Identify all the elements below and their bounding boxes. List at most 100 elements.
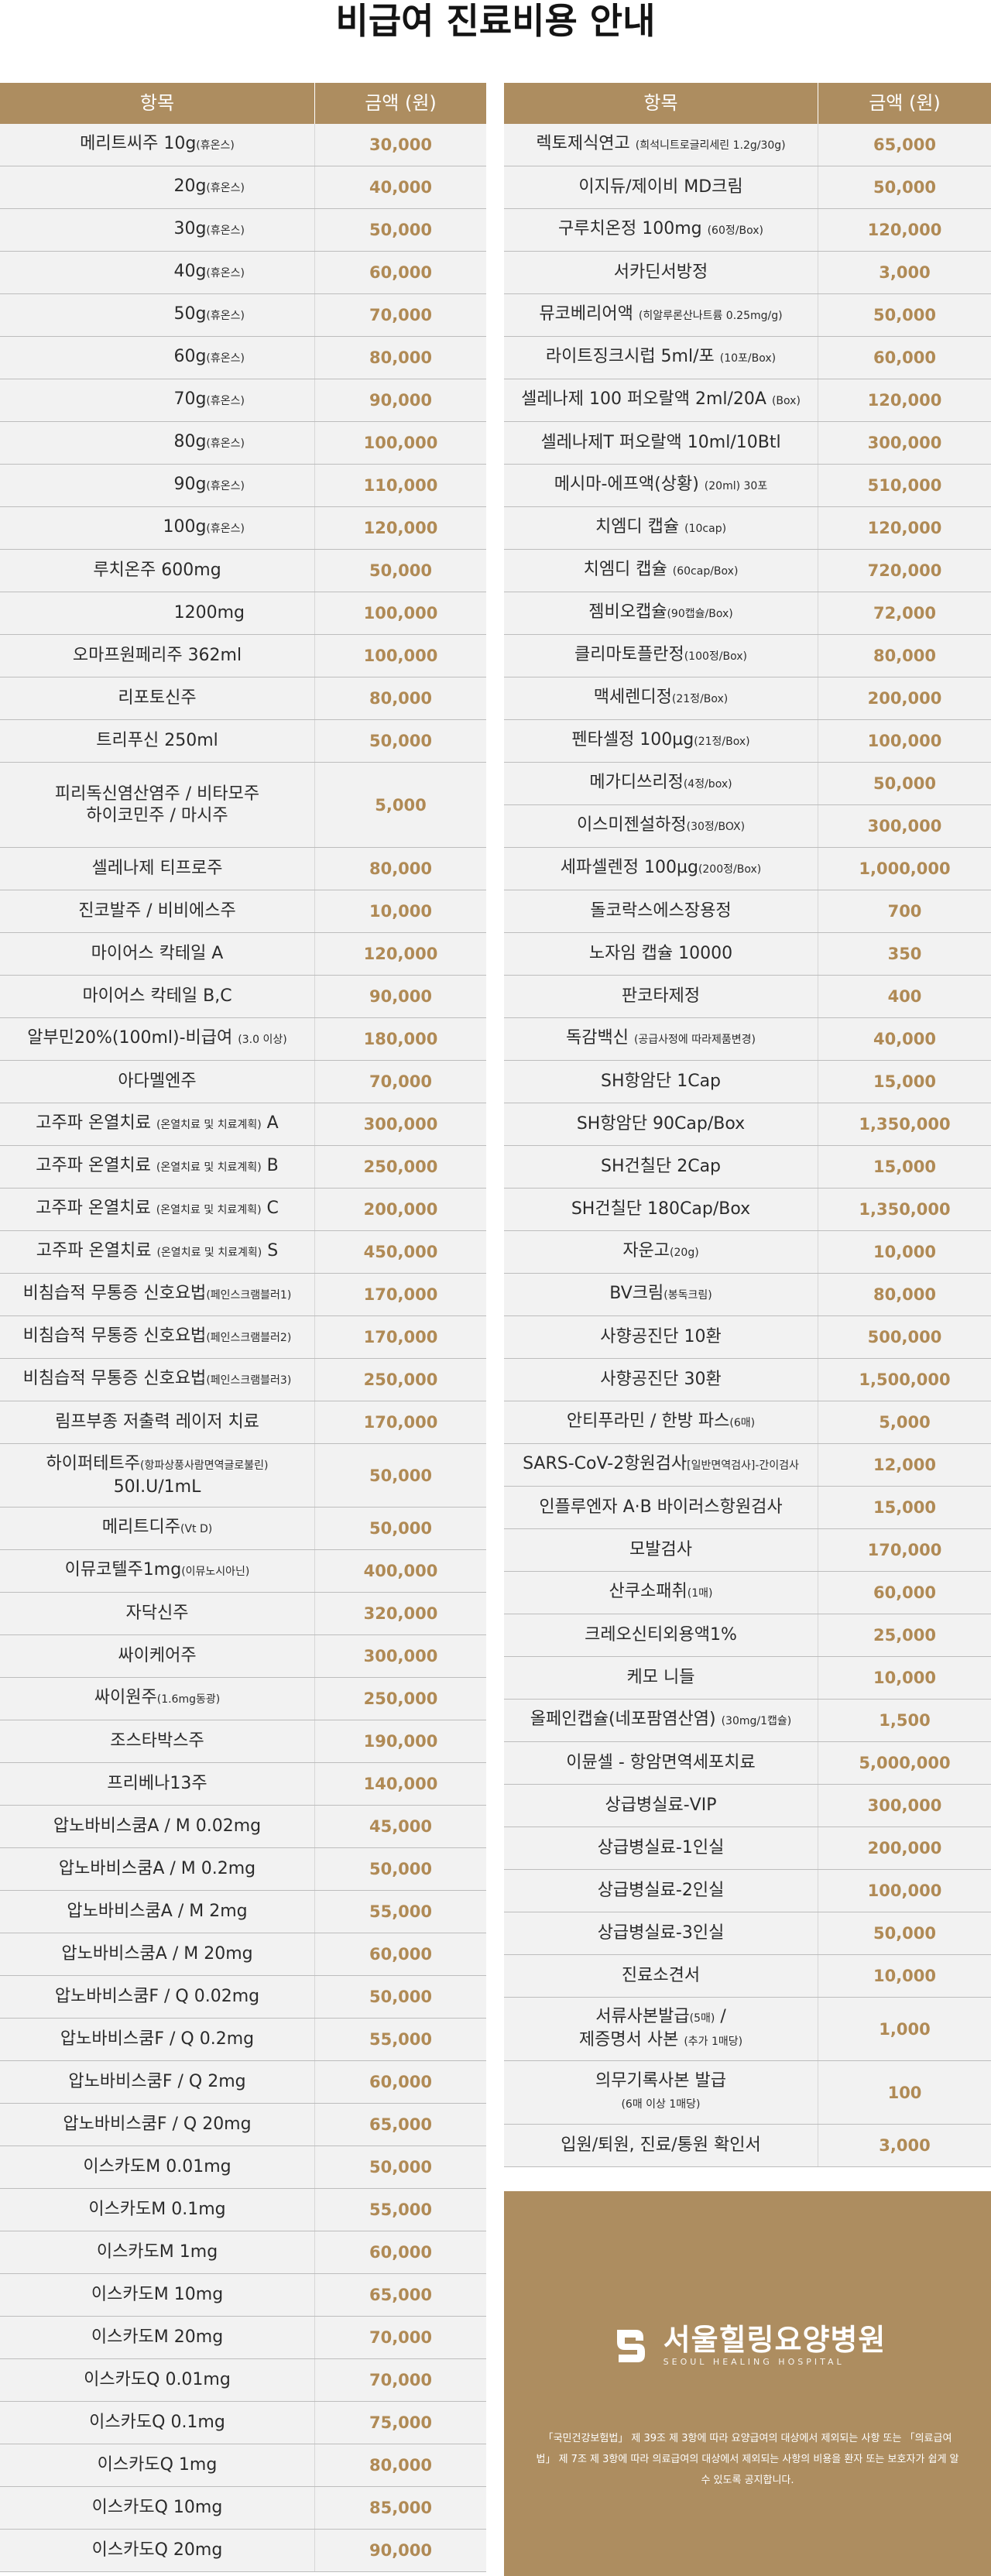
item-line: 의무기록사본 발급 [595, 2070, 726, 2092]
item-price: 15,000 [873, 1158, 937, 1176]
item-label: 자운고 [622, 1241, 670, 1261]
item-line: 상급병실료-2인실 [598, 1880, 725, 1902]
item-label: BV크림 [609, 1284, 664, 1303]
item-line: 마이어스 칵테일 A [91, 943, 224, 965]
item-note: (6매) [729, 1417, 756, 1429]
item-line: 피리독신염산염주 / 비타모주 [55, 784, 259, 805]
item-line: 60g(휴온스) [173, 346, 245, 369]
item-note: (60정/Box) [707, 225, 763, 237]
item-label: SH항암단 1Cap [600, 1072, 722, 1091]
item-label: 압노바비스쿰F / Q 20mg [63, 2115, 252, 2134]
item-price: 80,000 [369, 859, 433, 878]
item-line: 이지듀/제이비 MD크림 [578, 177, 742, 198]
item-note: (Box) [771, 395, 801, 407]
item-price: 1,350,000 [859, 1115, 951, 1134]
item-name: 맥세렌디정(21정/Box) [504, 677, 818, 719]
item-price: 50,000 [369, 221, 433, 239]
item-name: 판코타제정 [504, 976, 818, 1017]
item-label: 서카딘서방정 [613, 262, 708, 282]
item-line: 사향공진단 30환 [600, 1369, 721, 1391]
item-label: 60g [173, 347, 207, 366]
item-line: 크레오신티외용액1% [585, 1624, 737, 1646]
item-line: SH건칠단 2Cap [601, 1156, 721, 1178]
item-price: 60,000 [873, 1583, 937, 1602]
item-line: 이스카도M 1mg [97, 2242, 218, 2263]
table-row: 올페인캡슐(네포팜염산염) (30mg/1캡슐) 1,500 [504, 1700, 991, 1742]
item-note: (90캡슐/Box) [667, 608, 733, 620]
item-name: 올페인캡슐(네포팜염산염) (30mg/1캡슐) [504, 1700, 818, 1741]
table-row: 이스카도Q 10mg 85,000 [0, 2487, 486, 2530]
item-name: 80g(휴온스) [0, 422, 315, 464]
item-name: 압노바비스쿰F / Q 0.2mg [0, 2019, 315, 2060]
item-line: 구루치온정 100mg (60정/Box) [558, 218, 763, 242]
item-name: 의무기록사본 발급 (6매 이상 1매당) [504, 2061, 818, 2124]
table-row: 메리트씨주 10g(휴온스) 30,000 [0, 124, 486, 166]
table-row: 90g(휴온스) 110,000 [0, 465, 486, 507]
item-price: 10,000 [873, 1669, 937, 1687]
item-note: (페인스크램블러3) [206, 1374, 292, 1387]
item-note: (4정/box) [683, 778, 732, 791]
item-name: 이스카도M 0.01mg [0, 2146, 315, 2188]
table-row: 이스카도Q 0.1mg 75,000 [0, 2402, 486, 2444]
table-row: 싸이원주(1.6mg동광) 250,000 [0, 1678, 486, 1720]
item-line: 압노바비스쿰F / Q 0.2mg [60, 2029, 254, 2050]
item-line: 뮤코베리어액 (히알루론산나트륨 0.25mg/g) [539, 304, 782, 327]
item-line: 진코발주 / 비비에스주 [78, 900, 236, 922]
item-line: 림프부종 저출력 레이저 치료 [55, 1411, 259, 1433]
item-price: 300,000 [363, 1115, 438, 1134]
item-line: 상급병실료-1인실 [598, 1837, 725, 1859]
item-label: 셀레나제T 퍼오랄액 10ml/10Btl [540, 433, 781, 452]
item-price: 510,000 [867, 476, 942, 495]
item-price: 40,000 [873, 1030, 937, 1048]
table-body: 메리트씨주 10g(휴온스) 30,000 20g(휴온스) 40,000 30g(휴온… [0, 124, 486, 2572]
table-row: 케모 니들 10,000 [504, 1657, 991, 1700]
item-price: 100,000 [867, 1881, 942, 1900]
item-note: (100정/Box) [684, 650, 747, 663]
item-label: 50I.U/1mL [113, 1477, 201, 1497]
item-price: 400 [887, 987, 922, 1006]
item-name: 자닥신주 [0, 1593, 315, 1634]
item-label: 이스카도Q 0.1mg [89, 2413, 225, 2432]
table-row: 안티푸라민 / 한방 파스(6매) 5,000 [504, 1401, 991, 1444]
table-row: 상급병실료-1인실 200,000 [504, 1827, 991, 1870]
table-row: 압노바비스쿰A / M 2mg 55,000 [0, 1891, 486, 1933]
item-price: 300,000 [363, 1647, 438, 1665]
item-note: (휴온스) [196, 139, 235, 152]
item-label: 뮤코베리어액 [539, 304, 639, 324]
item-price: 30,000 [369, 135, 433, 154]
item-name: 안티푸라민 / 한방 파스(6매) [504, 1401, 818, 1443]
item-price: 100,000 [363, 434, 438, 452]
table-row: 조스타박스주 190,000 [0, 1720, 486, 1763]
item-line: 돌코락스에스장용정 [590, 900, 731, 922]
item-name: 이뮨셀 - 항암면역세포치료 [504, 1742, 818, 1784]
item-note: (10cap) [684, 523, 727, 535]
item-line: 모발검사 [629, 1539, 692, 1561]
hospital-name-en: SEOUL HEALING HOSPITAL [663, 2357, 845, 2367]
item-name: 90g(휴온스) [0, 465, 315, 506]
item-name: 크레오신티외용액1% [504, 1614, 818, 1656]
item-price: 1,000,000 [859, 859, 951, 878]
item-price: 1,500,000 [859, 1370, 951, 1389]
item-line: 젬비오캡슐(90캡슐/Box) [588, 602, 732, 625]
item-label: 노자임 캡슐 10000 [588, 944, 733, 963]
item-price: 500,000 [867, 1328, 942, 1346]
item-name: 하이퍼테트주(항파상풍사람면역글로불린) 50I.U/1mL [0, 1444, 315, 1507]
item-line: 상급병실료-3인실 [598, 1923, 725, 1944]
item-label: 알부민20%(100ml)-비급여 [27, 1028, 238, 1048]
item-note: (휴온스) [206, 310, 245, 322]
item-label: 크레오신티외용액1% [585, 1625, 737, 1645]
item-note: (휴온스) [206, 395, 245, 407]
item-label: 싸이케어주 [118, 1646, 197, 1665]
item-name: BV크림(봉독크림) [504, 1274, 818, 1315]
item-line: 자운고(20g) [622, 1240, 698, 1264]
item-name: 20g(휴온스) [0, 166, 315, 208]
table-row: 이스카도M 0.01mg 50,000 [0, 2146, 486, 2189]
item-price: 60,000 [873, 348, 937, 367]
item-line: 압노바비스쿰A / M 2mg [67, 1901, 247, 1923]
item-price: 170,000 [363, 1413, 438, 1432]
item-line: 50g(휴온스) [173, 304, 245, 327]
item-line: 1200mg [174, 602, 245, 624]
table-row: 림프부종 저출력 레이저 치료 170,000 [0, 1401, 486, 1444]
item-line: 아다멜엔주 [118, 1071, 196, 1092]
item-line: 진료소견서 [622, 1965, 700, 1987]
